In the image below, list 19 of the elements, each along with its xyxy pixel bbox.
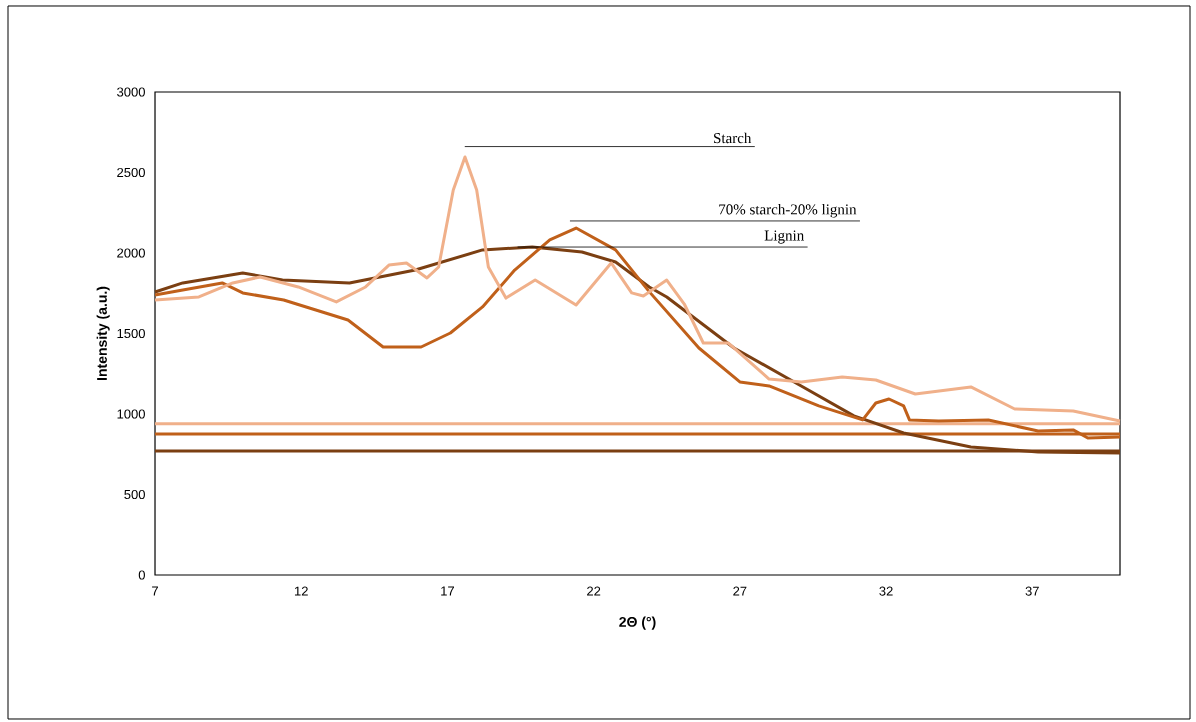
x-tick-label: 37: [1025, 586, 1039, 596]
x-axis-title: 2Θ (°): [619, 616, 656, 630]
y-axis-title: Intensity (a.u.): [96, 286, 110, 380]
y-tick-label: 2500: [117, 167, 145, 178]
x-tick-label: 22: [587, 586, 601, 596]
x-tick-label: 27: [733, 586, 747, 596]
annotation: 70% starch-20% lignin: [719, 203, 857, 218]
x-tick-label: 32: [879, 586, 893, 596]
x-tick-label: 7: [152, 586, 158, 596]
y-tick-label: 1500: [117, 328, 145, 339]
annotation: Lignin: [764, 230, 804, 244]
x-tick-label: 12: [294, 586, 308, 596]
y-tick-label: 500: [124, 489, 145, 500]
y-tick-label: 2000: [117, 248, 145, 258]
x-tick-label: 17: [441, 586, 454, 596]
y-tick-label: 3000: [117, 87, 145, 97]
y-tick-label: 1000: [117, 409, 145, 419]
y-tick-label: 0: [138, 570, 145, 580]
annotation: Starch: [714, 132, 752, 144]
